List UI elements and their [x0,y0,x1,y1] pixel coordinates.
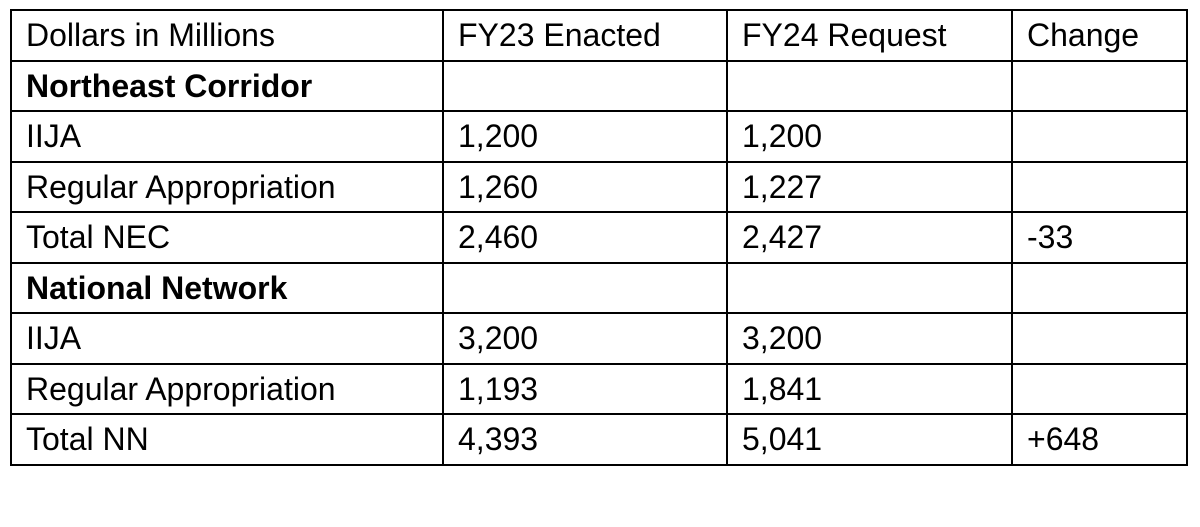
table-cell: 5,041 [726,413,1013,466]
table-cell: 1,200 [726,110,1013,163]
table-cell: IIJA [10,110,444,163]
table-row: Northeast Corridor [10,59,1188,112]
table-cell [1011,261,1188,314]
table-row: IIJA 1,200 1,200 [10,110,1188,163]
table-cell: FY24 Request [726,9,1013,62]
table-cell: 1,841 [726,362,1013,415]
table-cell [1011,160,1188,213]
table-cell: 3,200 [442,312,728,365]
table-cell [1011,312,1188,365]
table-row: Regular Appropriation 1,260 1,227 [10,160,1188,213]
table-cell: -33 [1011,211,1188,264]
table-cell: IIJA [10,312,444,365]
table-cell [442,59,728,112]
table-cell: 1,227 [726,160,1013,213]
table-cell: 4,393 [442,413,728,466]
table-row: Dollars in Millions FY23 Enacted FY24 Requ… [10,9,1188,62]
table-cell: Dollars in Millions [10,9,444,62]
table-row: Total NN 4,393 5,041 +648 [10,413,1188,466]
table-cell: 1,260 [442,160,728,213]
table-cell [726,261,1013,314]
budget-table: Dollars in Millions FY23 Enacted FY24 Requ… [10,9,1188,466]
table-cell: +648 [1011,413,1188,466]
table-cell: 2,427 [726,211,1013,264]
table-row: Total NEC 2,460 2,427 -33 [10,211,1188,264]
table-row: IIJA 3,200 3,200 [10,312,1188,365]
table-cell: National Network [10,261,444,314]
table-cell [1011,362,1188,415]
table-cell: Total NN [10,413,444,466]
table-cell [726,59,1013,112]
table-cell: FY23 Enacted [442,9,728,62]
table-cell: 3,200 [726,312,1013,365]
table-cell: 2,460 [442,211,728,264]
table-body: Dollars in Millions FY23 Enacted FY24 Requ… [10,9,1188,466]
table-cell: Regular Appropriation [10,160,444,213]
table-cell: Change [1011,9,1188,62]
table-cell: Total NEC [10,211,444,264]
table-cell [1011,59,1188,112]
table-row: Regular Appropriation 1,193 1,841 [10,362,1188,415]
table-row: National Network [10,261,1188,314]
table-cell: 1,193 [442,362,728,415]
table-cell [442,261,728,314]
table-cell [1011,110,1188,163]
table-cell: Regular Appropriation [10,362,444,415]
table-cell: 1,200 [442,110,728,163]
table-cell: Northeast Corridor [10,59,444,112]
